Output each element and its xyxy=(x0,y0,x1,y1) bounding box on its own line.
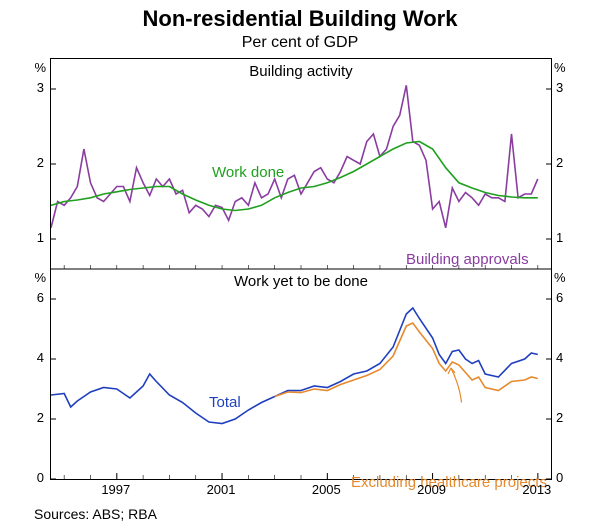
panel-top-title: Building activity xyxy=(51,63,551,80)
source-text: Sources: ABS; RBA xyxy=(34,506,157,522)
chart-svg xyxy=(51,59,551,479)
chart-title: Non-residential Building Work xyxy=(0,0,600,32)
chart-subtitle: Per cent of GDP xyxy=(0,34,600,52)
plot-area: Building activity Work yet to be done Wo… xyxy=(50,58,552,480)
total-label: Total xyxy=(209,394,241,411)
panel-bottom-title: Work yet to be done xyxy=(51,273,551,290)
approvals-label: Building approvals xyxy=(406,251,529,268)
work-done-label: Work done xyxy=(212,164,284,181)
